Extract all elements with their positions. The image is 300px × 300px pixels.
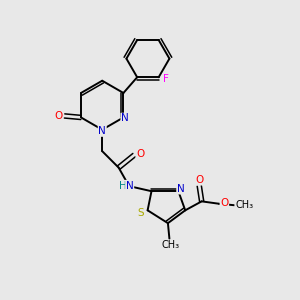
Text: O: O: [195, 175, 203, 185]
Text: H: H: [119, 181, 126, 190]
Text: O: O: [54, 111, 62, 121]
Text: CH₃: CH₃: [235, 200, 253, 210]
Text: CH₃: CH₃: [162, 240, 180, 250]
Text: N: N: [121, 113, 129, 123]
Text: F: F: [163, 74, 169, 84]
Text: N: N: [98, 126, 106, 136]
Text: O: O: [136, 148, 144, 159]
Text: N: N: [177, 184, 184, 194]
Text: S: S: [138, 208, 144, 218]
Text: N: N: [126, 181, 134, 190]
Text: O: O: [220, 198, 229, 208]
